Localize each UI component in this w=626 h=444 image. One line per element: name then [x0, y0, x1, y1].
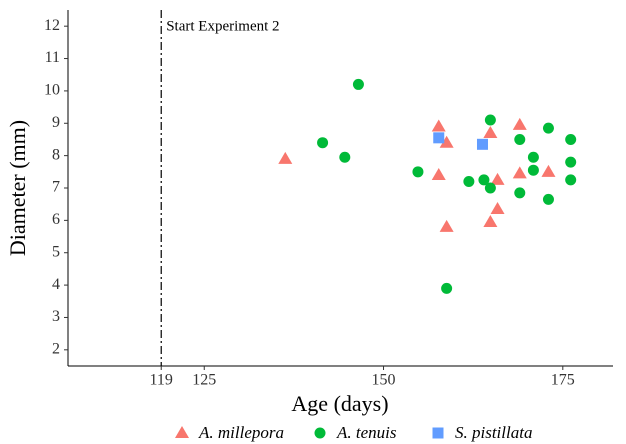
annotation: Start Experiment 2 [166, 18, 279, 34]
point [483, 125, 498, 138]
point [527, 164, 539, 176]
point [441, 282, 453, 294]
point [565, 156, 577, 168]
point [512, 117, 527, 130]
x-axis-title: Age (days) [291, 391, 388, 416]
point [490, 202, 505, 215]
point [431, 168, 446, 181]
y-tick-label: 2 [52, 340, 60, 357]
point [352, 78, 364, 90]
y-tick-label: 5 [52, 243, 60, 260]
legend-symbol [432, 427, 444, 439]
point [433, 132, 445, 144]
point [565, 133, 577, 145]
y-tick-label: 9 [52, 114, 60, 131]
y-tick-label: 4 [52, 276, 60, 293]
point [514, 133, 526, 145]
x-tick-label: 125 [192, 372, 216, 389]
y-tick-label: 7 [52, 179, 60, 196]
point [490, 172, 505, 185]
x-tick-label: 175 [551, 372, 575, 389]
y-tick-label: 6 [52, 211, 60, 228]
y-tick-label: 10 [44, 82, 60, 99]
point [542, 122, 554, 134]
point [484, 182, 496, 194]
point [317, 137, 329, 149]
point [431, 119, 446, 132]
point [478, 174, 490, 186]
point [541, 164, 556, 177]
point [463, 176, 475, 188]
legend-label: S. pistillata [455, 423, 532, 442]
legend-label: A. millepora [198, 423, 284, 442]
y-axis-title: Diameter (mm) [5, 120, 30, 256]
point [439, 219, 454, 232]
point [565, 174, 577, 186]
point [514, 187, 526, 199]
point [412, 166, 424, 178]
point [439, 135, 454, 148]
legend-label: A. tenuis [336, 423, 397, 442]
y-tick-label: 8 [52, 146, 60, 163]
point [278, 151, 293, 164]
point [483, 214, 498, 227]
point [476, 138, 488, 150]
y-tick-label: 3 [52, 308, 60, 325]
x-tick-label: 119 [150, 372, 173, 389]
point [512, 166, 527, 179]
point [542, 193, 554, 205]
point [527, 151, 539, 163]
point [484, 114, 496, 126]
y-tick-label: 12 [44, 17, 60, 34]
legend-symbol [314, 427, 326, 439]
x-tick-label: 150 [372, 372, 396, 389]
legend-symbol [175, 426, 189, 438]
y-tick-label: 11 [45, 49, 60, 66]
point [339, 151, 351, 163]
